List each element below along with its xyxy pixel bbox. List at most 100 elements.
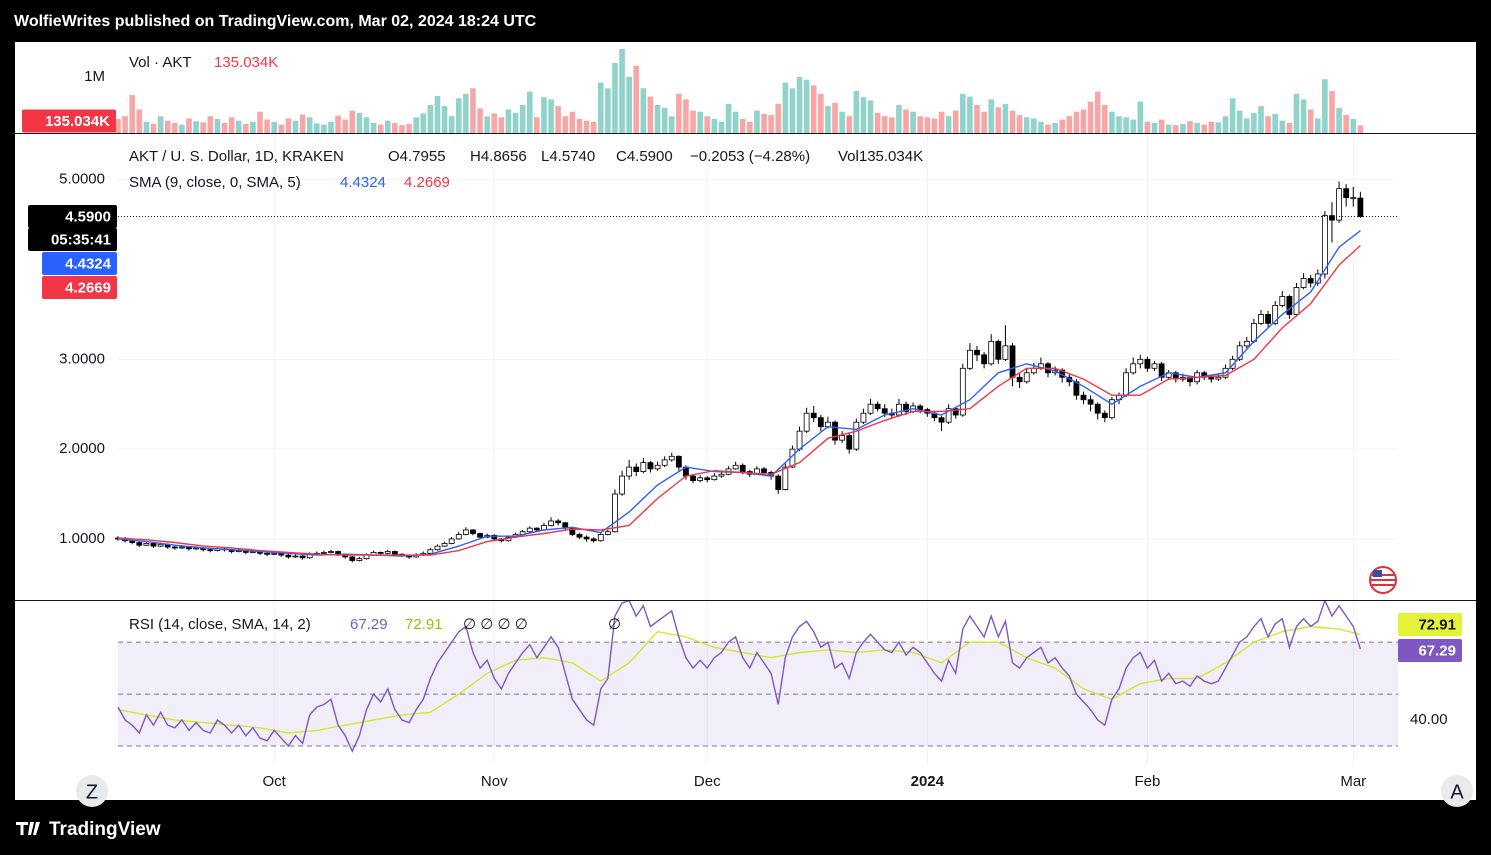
candle-body [470,529,476,534]
volume-bar [718,121,725,133]
volume-bar [427,105,434,133]
volume-bar [1059,119,1066,133]
volume-bar [867,100,874,133]
candle-body [377,552,384,554]
volume-bar [477,108,483,133]
candle-body [881,408,888,414]
candle-body [874,403,881,410]
price-pane [115,181,1398,563]
candle-body [1101,412,1108,419]
volume-bar [803,79,810,133]
candle-body [612,493,618,533]
candle-body [299,555,306,559]
candle-body [867,403,874,414]
volume-bar [952,110,959,133]
candle-body [477,533,483,538]
volume-bar [569,111,576,133]
volume-bar [1286,122,1293,133]
candle-body [1108,399,1115,419]
volume-bar [505,109,512,133]
candle-body [995,340,1002,360]
rsi-label: 67.29 [1418,643,1456,660]
candle-body [320,552,327,554]
countdown: 05:35:41 [51,231,111,248]
candle-body [690,475,696,481]
button[interactable] [1441,775,1473,807]
sma-label-box [42,276,117,300]
candle-body [1314,273,1321,284]
volume-bar [122,116,128,133]
volume-bar [945,116,952,133]
volume-bar [441,106,448,133]
candle-body [718,473,725,477]
candle-body [782,466,789,490]
volume-bar [1222,116,1229,133]
volume-bar [612,63,618,133]
volume-bar [150,124,157,133]
candle-body [1215,376,1222,380]
volume-label: 135.034K [45,113,110,130]
volume-bar [889,117,895,133]
candle-body [356,558,363,561]
volume-bar [1357,125,1364,133]
volume-bar [931,118,938,133]
volume-bar [640,88,647,133]
candle-body [817,417,824,428]
candle-body [526,527,533,533]
candle-body [271,552,278,555]
volume-bar [349,110,356,133]
candle-body [455,534,462,540]
candle-body [1229,358,1236,369]
rsi-label-box [1398,639,1462,663]
volume-bar [221,122,228,133]
volume-bar [590,121,597,133]
rsi-line [117,601,1362,753]
sma-value: 4.4324 [340,174,386,191]
volume-bar [399,125,405,133]
volume-bar [1137,101,1144,133]
volume-bar [1265,116,1271,133]
volume-bar [1066,116,1073,133]
candle-body [1130,363,1137,374]
volume-bar [768,115,774,133]
volume-bar [732,111,739,133]
volume-bar [250,121,256,133]
candle-body [441,543,448,547]
volume-bar [846,116,853,133]
candle-body [661,459,668,466]
volume-bar [1038,121,1044,133]
volume-bar [526,91,533,133]
candle-body [1236,345,1243,360]
volume-bar [576,119,583,133]
candle-body [384,551,391,554]
volume-bar [832,102,838,133]
volume-title: Vol · AKT [129,54,192,71]
volume-bar [789,88,796,133]
volume-bar [1080,109,1087,133]
volume-bar [1293,93,1300,133]
candle-body [1321,215,1328,275]
ohlc-legend: O4.7955 [388,148,446,165]
candle-body [1002,345,1009,360]
volume-value: 135.034K [214,54,278,71]
sma-title: SMA (9, close, 0, SMA, 5) [129,174,301,191]
button-label[interactable]: Z [86,781,98,803]
volume-bar [1023,117,1030,133]
candle-body [264,552,270,555]
volume-bar [782,82,789,133]
candle-body [491,534,498,540]
candle-body [846,435,853,450]
candle-body [633,466,640,472]
candle-body [981,354,988,365]
button-label[interactable]: A [1450,781,1464,803]
volume-bar [1172,125,1179,133]
volume-bar [775,103,782,133]
volume-bar [903,109,909,133]
volume-bar [1251,112,1257,133]
volume-bar [278,124,285,133]
volume-bar [1236,110,1243,133]
volume-bar [1002,103,1009,133]
candle-body [576,534,583,538]
button[interactable] [76,775,108,807]
volume-bar [321,124,327,133]
